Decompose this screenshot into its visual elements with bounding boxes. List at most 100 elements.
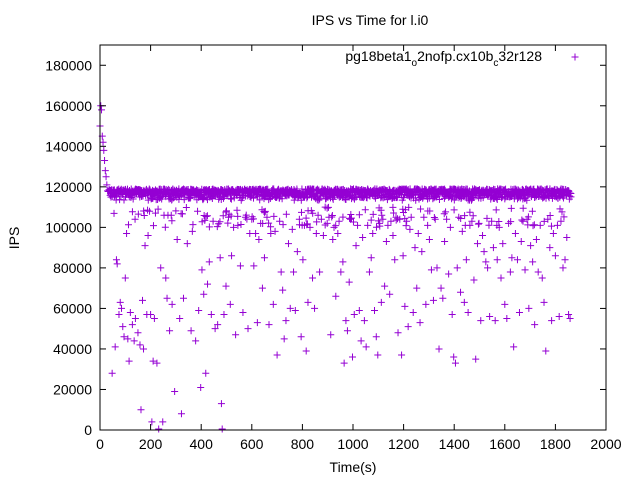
data-point bbox=[521, 266, 529, 274]
data-point bbox=[147, 311, 155, 318]
data-point bbox=[255, 236, 263, 244]
data-point bbox=[559, 264, 567, 272]
data-point bbox=[404, 323, 412, 331]
data-point bbox=[462, 256, 470, 264]
data-point bbox=[126, 308, 134, 316]
data-point bbox=[225, 213, 233, 221]
data-point bbox=[413, 284, 421, 292]
data-point bbox=[365, 268, 373, 276]
data-point bbox=[342, 317, 350, 325]
data-point bbox=[523, 196, 531, 204]
data-point bbox=[167, 211, 175, 219]
data-point bbox=[257, 219, 265, 227]
x-tick-label: 1400 bbox=[439, 436, 470, 452]
data-point bbox=[309, 209, 317, 217]
data-point bbox=[396, 215, 404, 223]
data-point bbox=[386, 290, 394, 298]
data-point bbox=[115, 311, 123, 318]
data-point bbox=[259, 191, 267, 199]
data-point bbox=[113, 260, 121, 268]
data-point bbox=[101, 157, 109, 164]
data-point bbox=[332, 292, 340, 300]
data-point bbox=[150, 315, 158, 323]
data-point bbox=[420, 213, 428, 221]
axes: 0 200 400 600 800 1000 1200 1400 1600 1800 2000020… bbox=[45, 45, 622, 452]
y-tick-label: 180000 bbox=[45, 57, 92, 73]
data-point bbox=[439, 294, 447, 302]
data-point bbox=[332, 222, 340, 230]
data-point bbox=[149, 222, 157, 230]
data-point bbox=[424, 221, 432, 229]
data-point bbox=[162, 274, 170, 282]
data-point bbox=[477, 317, 485, 325]
data-point bbox=[186, 194, 194, 202]
data-point bbox=[198, 266, 206, 274]
data-point bbox=[479, 194, 487, 202]
data-point bbox=[299, 256, 307, 264]
data-point bbox=[202, 369, 210, 377]
data-point bbox=[279, 221, 287, 229]
data-point bbox=[335, 217, 343, 225]
data-point bbox=[321, 203, 329, 211]
y-tick-label: 80000 bbox=[53, 260, 92, 276]
data-point bbox=[103, 181, 111, 189]
data-point bbox=[102, 173, 110, 181]
data-point bbox=[124, 221, 132, 229]
data-point bbox=[168, 217, 176, 225]
data-point bbox=[222, 282, 230, 290]
data-point bbox=[446, 223, 454, 231]
data-point bbox=[567, 190, 575, 198]
data-point bbox=[409, 308, 417, 316]
data-point bbox=[187, 327, 195, 335]
data-point bbox=[244, 325, 252, 333]
data-point bbox=[128, 321, 136, 329]
data-point bbox=[473, 240, 481, 248]
data-point bbox=[435, 195, 443, 203]
y-axis-label: IPS bbox=[6, 227, 22, 250]
data-point bbox=[538, 274, 546, 282]
data-point bbox=[470, 276, 478, 284]
y-tick-label: 160000 bbox=[45, 98, 92, 114]
data-point bbox=[540, 298, 548, 306]
data-point bbox=[134, 329, 142, 337]
y-tick-label: 100000 bbox=[45, 219, 92, 235]
data-point bbox=[540, 217, 548, 225]
data-point bbox=[361, 206, 369, 214]
y-tick-label: 0 bbox=[84, 422, 92, 438]
data-point bbox=[364, 221, 372, 229]
data-point bbox=[453, 264, 461, 272]
data-point bbox=[499, 240, 507, 248]
y-tick-label: 140000 bbox=[45, 138, 92, 154]
data-point bbox=[327, 331, 335, 339]
data-point bbox=[435, 345, 443, 353]
data-point bbox=[304, 298, 312, 306]
data-point bbox=[293, 248, 301, 256]
x-axis-label: Time(s) bbox=[330, 459, 377, 475]
data-point bbox=[269, 300, 277, 308]
data-point bbox=[511, 229, 519, 237]
data-point bbox=[325, 213, 333, 221]
data-point bbox=[433, 264, 441, 272]
plot-frame bbox=[99, 44, 607, 431]
data-point bbox=[493, 256, 501, 264]
data-point bbox=[378, 211, 386, 219]
data-point bbox=[159, 418, 167, 426]
data-point bbox=[497, 274, 505, 282]
data-point bbox=[377, 206, 385, 214]
data-point bbox=[417, 205, 425, 213]
data-point bbox=[282, 317, 290, 325]
data-point bbox=[148, 418, 156, 426]
data-point bbox=[544, 215, 552, 223]
data-point bbox=[530, 221, 538, 229]
data-point bbox=[389, 203, 397, 211]
data-point bbox=[472, 355, 480, 363]
data-point bbox=[531, 321, 539, 329]
x-tick-label: 800 bbox=[291, 436, 315, 452]
data-point bbox=[337, 268, 345, 276]
plot-area bbox=[96, 102, 575, 433]
data-point bbox=[480, 248, 488, 256]
data-point bbox=[414, 229, 422, 237]
data-point bbox=[551, 252, 559, 260]
data-point bbox=[273, 351, 281, 359]
data-point bbox=[442, 208, 450, 216]
